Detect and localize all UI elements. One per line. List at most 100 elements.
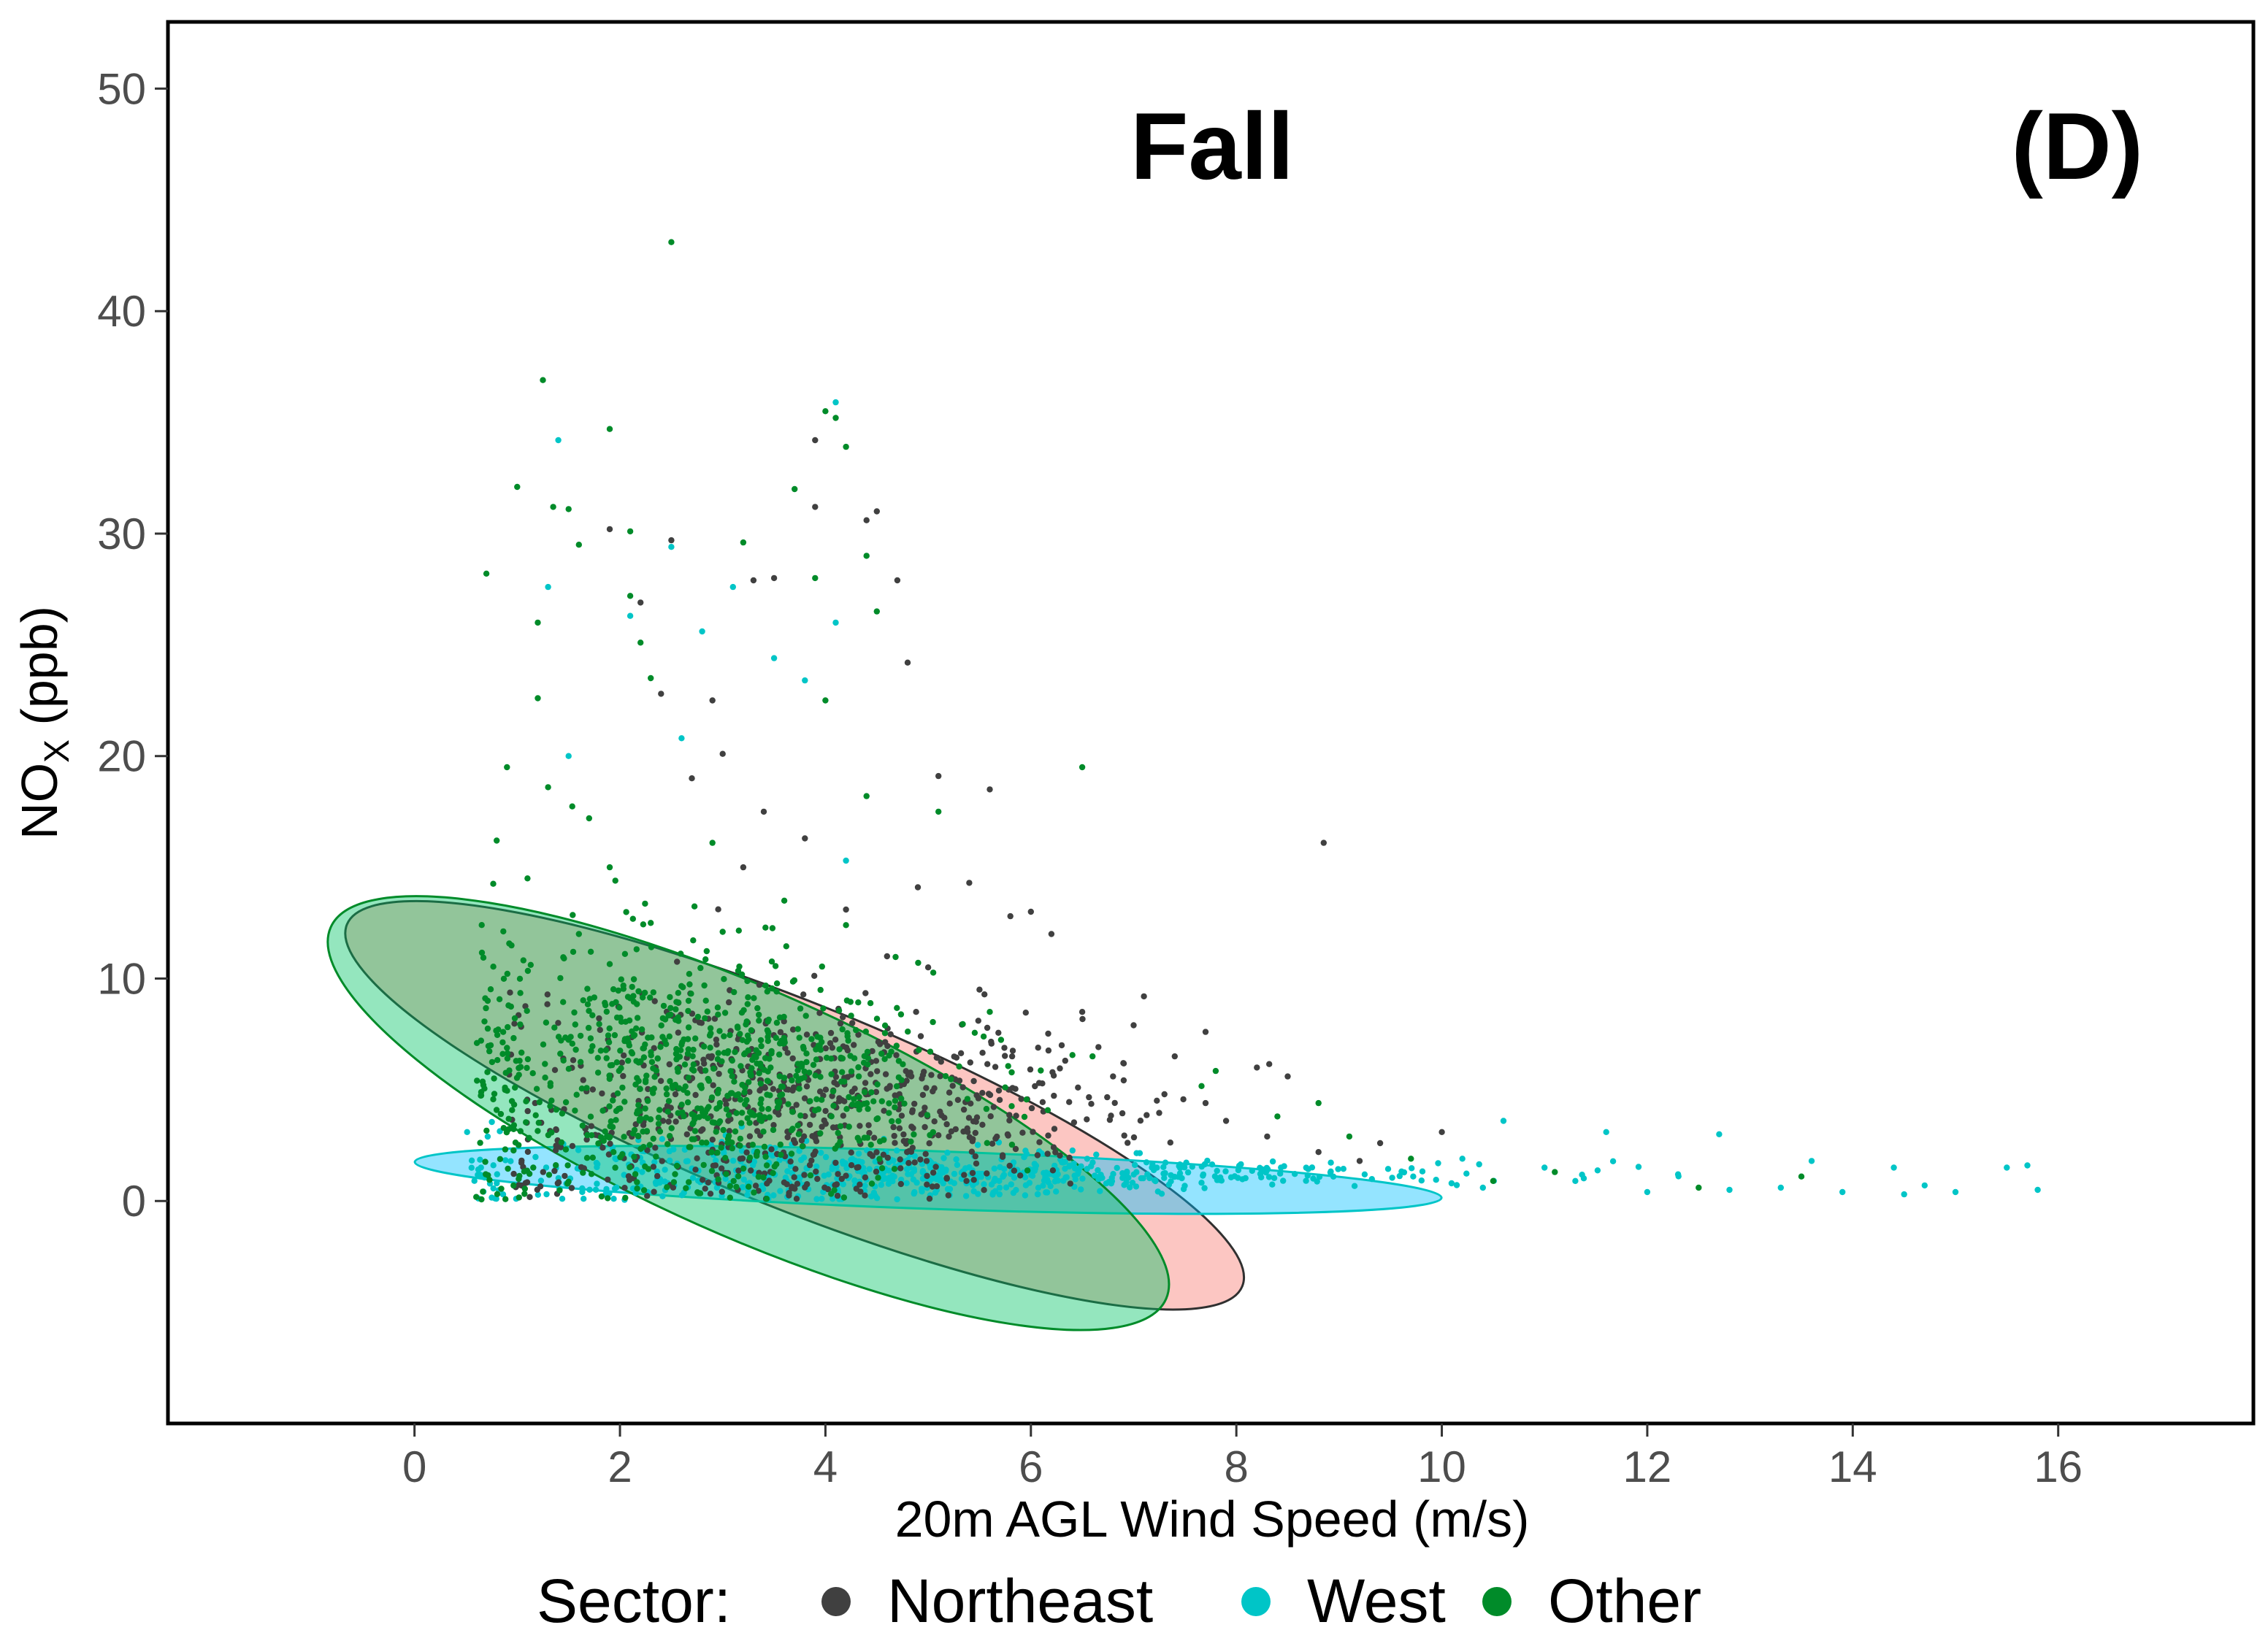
- data-point-other: [587, 948, 594, 956]
- data-point-other: [737, 1142, 743, 1149]
- data-point-west: [1579, 1172, 1585, 1178]
- data-point-other: [1079, 764, 1086, 771]
- data-point-other: [635, 1102, 642, 1109]
- data-point-other: [868, 1089, 875, 1096]
- data-point-other: [835, 1007, 843, 1014]
- data-point-west: [1479, 1184, 1487, 1191]
- data-point-other: [708, 1149, 715, 1156]
- data-point-northeast: [1104, 1094, 1111, 1101]
- data-point-west: [1603, 1129, 1609, 1136]
- data-point-other: [707, 1025, 714, 1031]
- data-point-other: [648, 1058, 656, 1066]
- data-point-other: [557, 1050, 564, 1057]
- data-point-northeast: [981, 1187, 987, 1194]
- data-point-other: [844, 1033, 851, 1039]
- data-point-other: [480, 1082, 487, 1088]
- data-point-west: [659, 1193, 666, 1199]
- data-point-other: [1038, 1067, 1044, 1074]
- data-point-other: [516, 975, 524, 983]
- data-point-west: [944, 1149, 951, 1156]
- data-point-west: [1280, 1177, 1287, 1184]
- data-point-west: [1043, 1169, 1050, 1176]
- data-point-other: [814, 1034, 821, 1040]
- data-point-northeast: [967, 1059, 974, 1066]
- data-point-other: [491, 1075, 497, 1082]
- data-point-other: [762, 1055, 769, 1061]
- data-point-other: [930, 969, 937, 976]
- data-point-other: [855, 1064, 862, 1071]
- data-point-northeast: [903, 1077, 910, 1084]
- data-point-northeast: [812, 437, 819, 444]
- point-layer: [464, 239, 2041, 1203]
- data-point-other: [986, 1009, 993, 1015]
- data-point-northeast: [926, 1140, 932, 1147]
- data-point-northeast: [1202, 1029, 1209, 1035]
- data-point-west: [507, 1158, 514, 1164]
- data-point-other: [729, 1145, 735, 1152]
- data-point-northeast: [995, 1087, 1003, 1094]
- data-point-other: [497, 1110, 505, 1118]
- data-point-other: [535, 619, 541, 626]
- data-point-northeast: [544, 1001, 551, 1007]
- data-point-northeast: [1066, 1154, 1073, 1161]
- data-point-other: [715, 1050, 721, 1056]
- y-tick-label: 40: [97, 287, 146, 336]
- data-point-northeast: [580, 1077, 586, 1083]
- data-point-northeast: [1012, 1145, 1019, 1153]
- data-point-northeast: [627, 1177, 633, 1183]
- data-point-other: [778, 1151, 784, 1158]
- data-point-other: [773, 980, 781, 987]
- data-point-other: [789, 1126, 796, 1132]
- data-point-northeast: [793, 1196, 800, 1202]
- data-point-other: [723, 1171, 729, 1177]
- data-point-other: [894, 1004, 900, 1012]
- data-point-other: [735, 1173, 742, 1180]
- data-point-west: [593, 1159, 600, 1167]
- data-point-northeast: [821, 1117, 827, 1124]
- data-point-northeast: [897, 1156, 903, 1163]
- data-point-other: [867, 1142, 874, 1148]
- data-point-northeast: [898, 1112, 905, 1119]
- data-point-northeast: [981, 991, 988, 998]
- data-point-other: [927, 1048, 934, 1055]
- data-point-west: [996, 1184, 1003, 1191]
- data-point-west: [1675, 1173, 1682, 1180]
- data-point-other: [518, 1049, 525, 1056]
- data-point-northeast: [791, 1174, 797, 1180]
- data-point-west: [712, 1157, 719, 1164]
- data-point-west: [970, 1182, 976, 1188]
- data-point-other: [802, 1012, 809, 1019]
- data-point-northeast: [905, 1160, 912, 1167]
- data-point-northeast: [979, 1090, 986, 1096]
- data-point-other: [773, 988, 780, 995]
- data-point-other: [813, 1096, 820, 1103]
- data-point-other: [776, 1051, 783, 1058]
- data-point-other: [718, 1145, 724, 1151]
- data-point-other: [881, 1137, 887, 1143]
- data-point-other: [594, 1069, 602, 1076]
- data-point-other: [505, 1165, 511, 1172]
- data-point-northeast: [928, 1072, 935, 1078]
- data-point-northeast: [862, 990, 869, 996]
- data-point-northeast: [708, 1053, 716, 1060]
- data-point-west: [878, 1181, 885, 1188]
- data-point-other: [690, 937, 697, 944]
- data-point-west: [1096, 1175, 1103, 1182]
- data-point-northeast: [1095, 1044, 1102, 1050]
- data-point-west: [1304, 1172, 1311, 1179]
- data-point-northeast: [709, 697, 716, 704]
- legend-key-west: [1241, 1587, 1271, 1616]
- data-point-northeast: [518, 1159, 525, 1167]
- data-point-northeast: [658, 691, 664, 697]
- data-point-other: [764, 1027, 771, 1034]
- data-point-other: [861, 1100, 867, 1107]
- data-point-northeast: [1013, 1112, 1019, 1119]
- data-point-other: [675, 990, 681, 996]
- data-point-northeast: [1009, 1048, 1016, 1054]
- data-point-northeast: [746, 1133, 754, 1140]
- data-point-northeast: [654, 1172, 661, 1180]
- data-point-northeast: [800, 1133, 808, 1140]
- data-point-other: [1023, 1096, 1030, 1103]
- data-point-northeast: [1315, 1149, 1322, 1156]
- data-point-other: [696, 1114, 702, 1121]
